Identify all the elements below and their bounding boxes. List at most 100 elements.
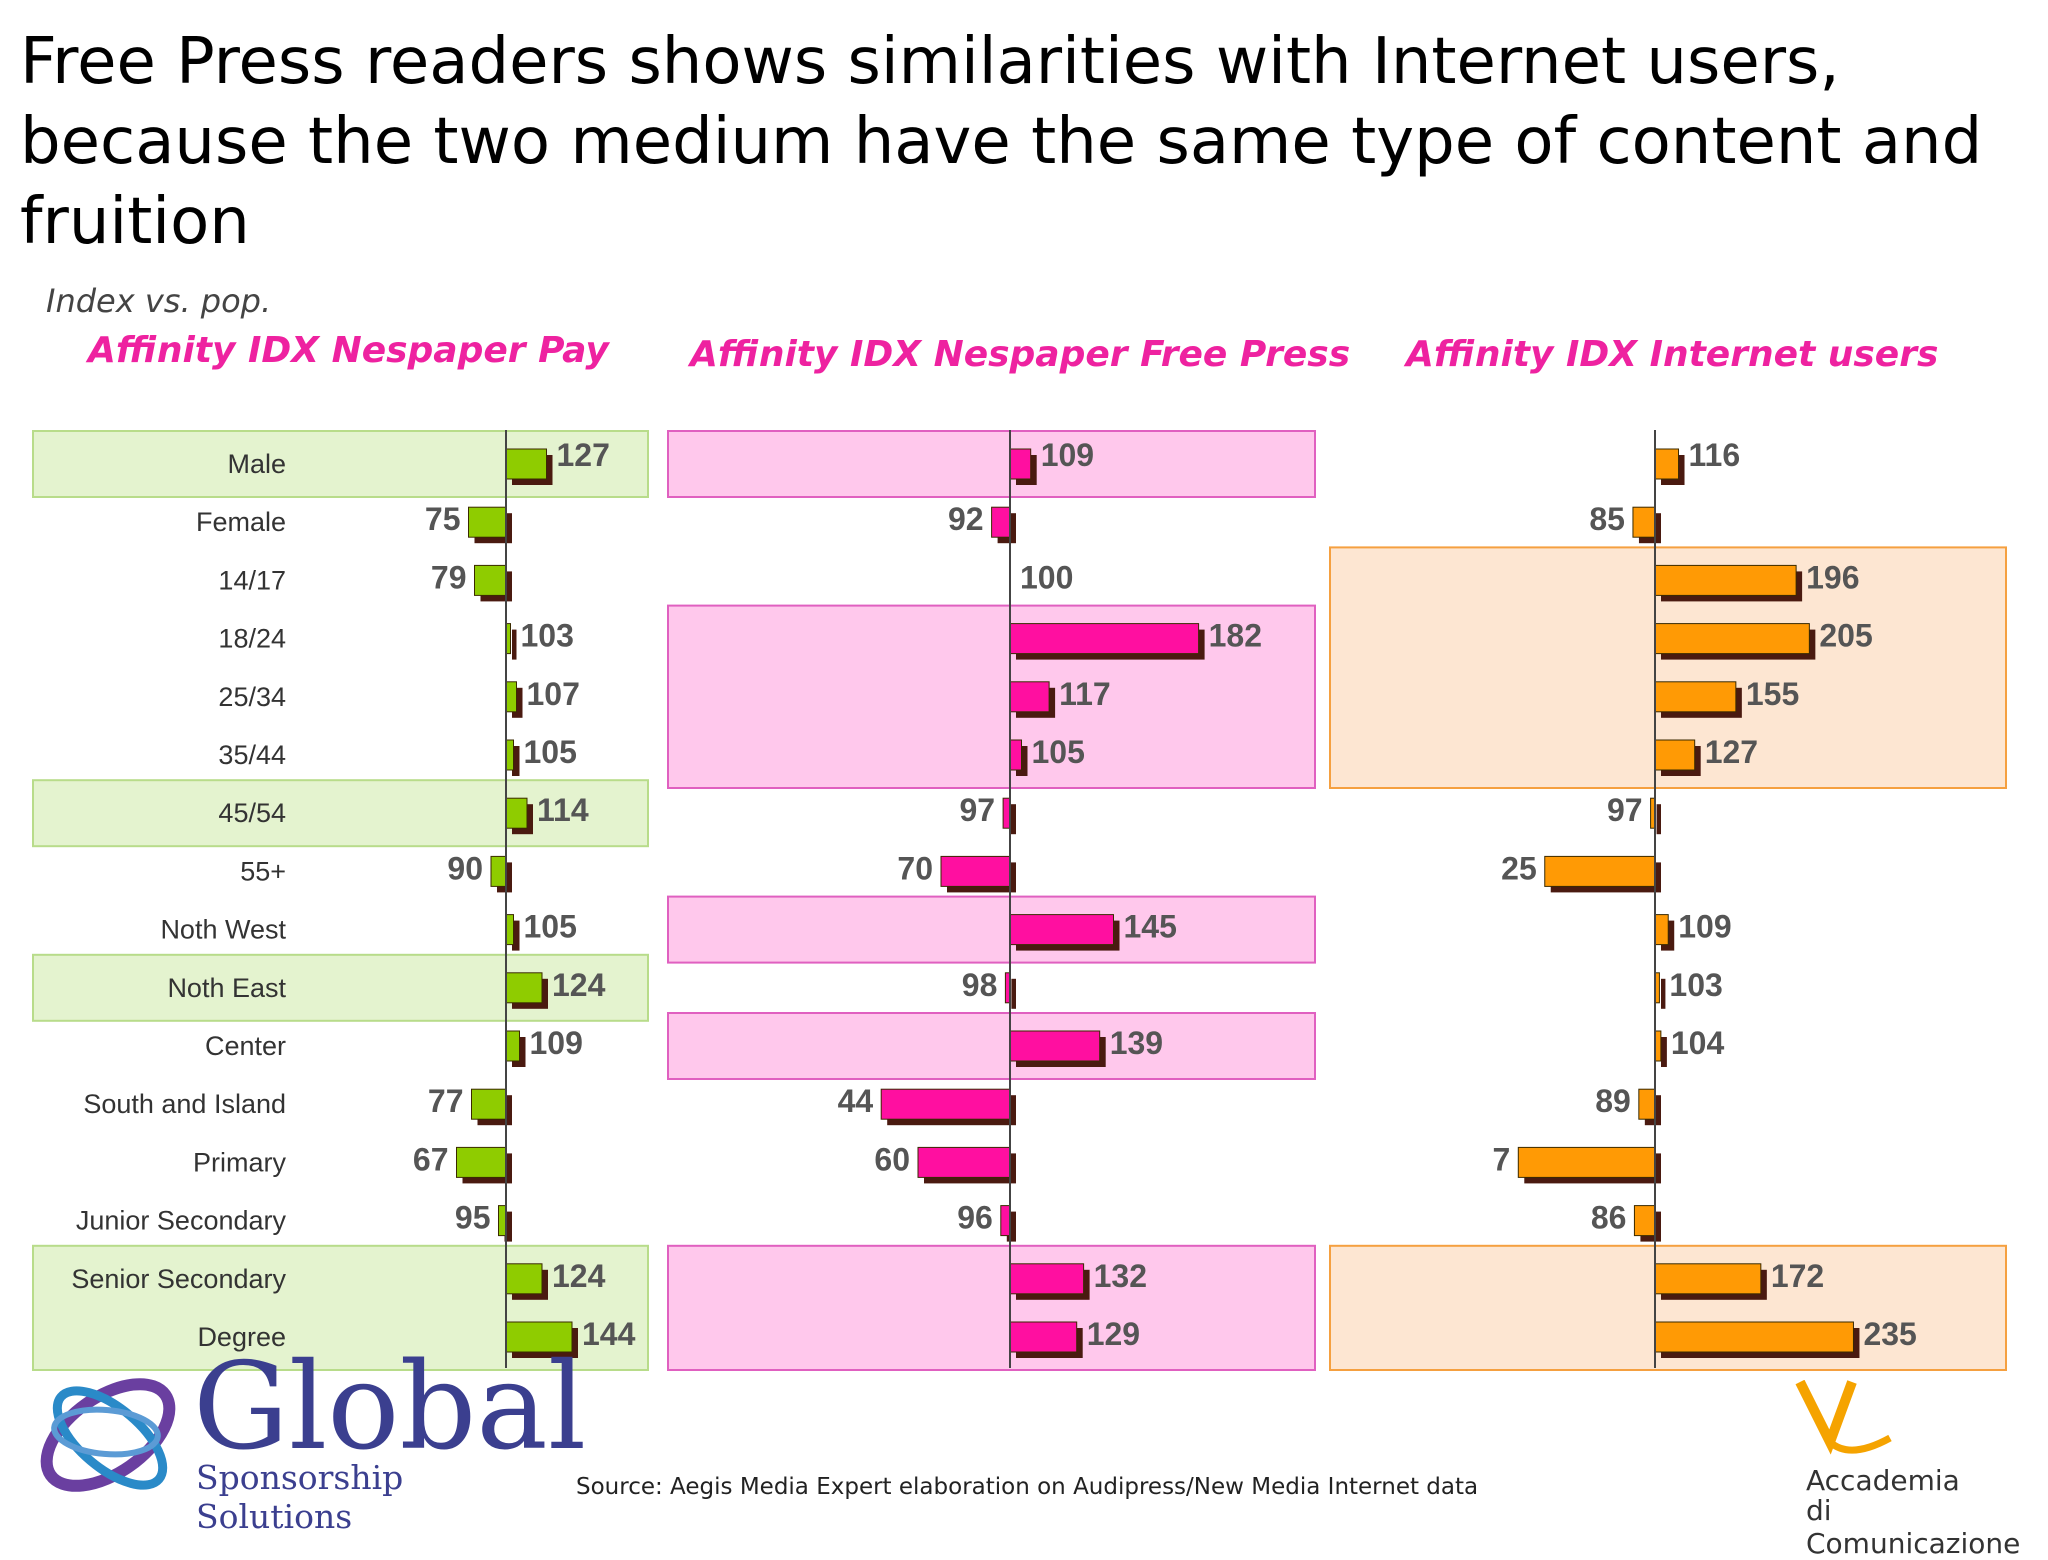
bar — [1009, 914, 1114, 946]
value-label: 92 — [948, 501, 984, 537]
category-label: 45/54 — [218, 798, 286, 828]
panel-title-internet: Affinity IDX Internet users — [1406, 334, 1939, 375]
value-label: 103 — [1669, 967, 1722, 1003]
value-label: 90 — [447, 850, 483, 886]
panel-title-pay: Affinity IDX Nespaper Pay — [88, 330, 609, 371]
global-swirl-icon — [40, 1378, 176, 1492]
value-label: 127 — [1705, 734, 1758, 770]
bar — [1638, 1088, 1656, 1120]
academy-logo-line1: Accademia — [1806, 1464, 1960, 1497]
bar — [505, 1030, 520, 1062]
bar — [917, 1146, 1011, 1178]
value-label: 105 — [524, 734, 577, 770]
value-label: 182 — [1209, 618, 1262, 654]
bar — [1654, 739, 1696, 771]
value-label: 104 — [1671, 1025, 1725, 1061]
bar-shadow — [512, 687, 523, 718]
bar-shadow — [1006, 1211, 1016, 1242]
value-label: 105 — [524, 909, 577, 945]
value-label: 124 — [552, 1258, 606, 1294]
category-label: Junior Secondary — [76, 1206, 287, 1236]
value-label: 70 — [897, 850, 933, 886]
bar — [1654, 623, 1810, 655]
value-label: 107 — [527, 676, 580, 712]
bar — [505, 972, 543, 1004]
bar — [471, 1088, 507, 1120]
bar — [474, 564, 507, 596]
value-label: 7 — [1492, 1141, 1510, 1177]
bar — [1654, 448, 1680, 480]
bar — [505, 448, 547, 480]
academy-mark-icon — [1795, 1380, 1892, 1455]
category-label: 18/24 — [218, 624, 286, 654]
bar — [468, 506, 507, 538]
bar — [940, 855, 1011, 887]
value-label: 105 — [1032, 734, 1085, 770]
value-label: 127 — [557, 437, 610, 473]
bar — [991, 506, 1011, 538]
bar — [1009, 1030, 1101, 1062]
value-label: 98 — [962, 967, 998, 1003]
bar-shadow — [512, 920, 520, 951]
bar-shadow — [1661, 978, 1666, 1009]
bar — [1654, 564, 1797, 596]
category-label: Senior Secondary — [71, 1264, 286, 1294]
bar — [1632, 506, 1656, 538]
academy-logo-line2: di Comunicazione — [1806, 1494, 2021, 1560]
highlight-band — [667, 1012, 1316, 1080]
highlight-band — [667, 604, 1316, 789]
bar — [1517, 1146, 1656, 1178]
value-label: 25 — [1501, 850, 1537, 886]
category-label: 35/44 — [218, 740, 286, 770]
bar — [1009, 681, 1050, 713]
value-label: 109 — [1678, 909, 1731, 945]
global-logo: Global Sponsorship Solutions — [28, 1338, 586, 1536]
value-label: 114 — [537, 792, 589, 828]
category-label: 25/34 — [218, 682, 286, 712]
value-label: 79 — [431, 559, 467, 595]
bar — [505, 681, 517, 713]
highlight-band — [32, 779, 649, 848]
category-label: Male — [227, 449, 286, 479]
category-label: 14/17 — [218, 565, 286, 595]
bar — [505, 1263, 543, 1295]
value-label: 67 — [413, 1141, 449, 1177]
bar — [498, 1205, 507, 1237]
value-label: 155 — [1746, 676, 1799, 712]
bar — [1009, 1321, 1078, 1353]
value-label: 103 — [521, 618, 574, 654]
global-logo-word: Global — [193, 1338, 587, 1477]
value-label: 75 — [425, 501, 461, 537]
value-label: 144 — [582, 1316, 636, 1352]
value-label: 116 — [1689, 437, 1741, 473]
bar-shadow — [1009, 804, 1016, 835]
global-logo-tagline: Sponsorship Solutions — [196, 1458, 404, 1536]
source-note: Source: Aegis Media Expert elaboration o… — [576, 1474, 1479, 1500]
bar — [1002, 797, 1011, 829]
value-label: 97 — [1607, 792, 1643, 828]
bar-shadow — [1661, 1037, 1667, 1067]
bar-shadow — [1011, 978, 1016, 1009]
panel-title-free-press: Affinity IDX Nespaper Free Press — [690, 334, 1351, 375]
value-label: 196 — [1806, 559, 1859, 595]
bar-shadow — [1656, 804, 1661, 835]
affinity-charts: Male Female 14/17 18/24 25/34 35/44 45/54 55+ No… — [32, 430, 2007, 1372]
bar — [1654, 1321, 1854, 1353]
value-label: 109 — [530, 1025, 583, 1061]
category-label: Center — [205, 1031, 286, 1061]
bar — [490, 855, 507, 887]
slide-title: Free Press readers shows similarities wi… — [20, 25, 1983, 259]
value-label: 100 — [1020, 559, 1073, 595]
bar — [880, 1088, 1011, 1120]
category-label: Female — [196, 507, 286, 537]
value-label: 109 — [1041, 437, 1094, 473]
bar — [1654, 681, 1737, 713]
index-subtitle: Index vs. pop. — [46, 282, 272, 320]
highlight-band — [667, 1244, 1316, 1372]
value-label: 96 — [957, 1200, 993, 1236]
bar — [1009, 739, 1022, 771]
category-label: 55+ — [240, 856, 286, 886]
value-label: 77 — [428, 1083, 464, 1119]
value-label: 97 — [960, 792, 996, 828]
bar — [1654, 1263, 1762, 1295]
